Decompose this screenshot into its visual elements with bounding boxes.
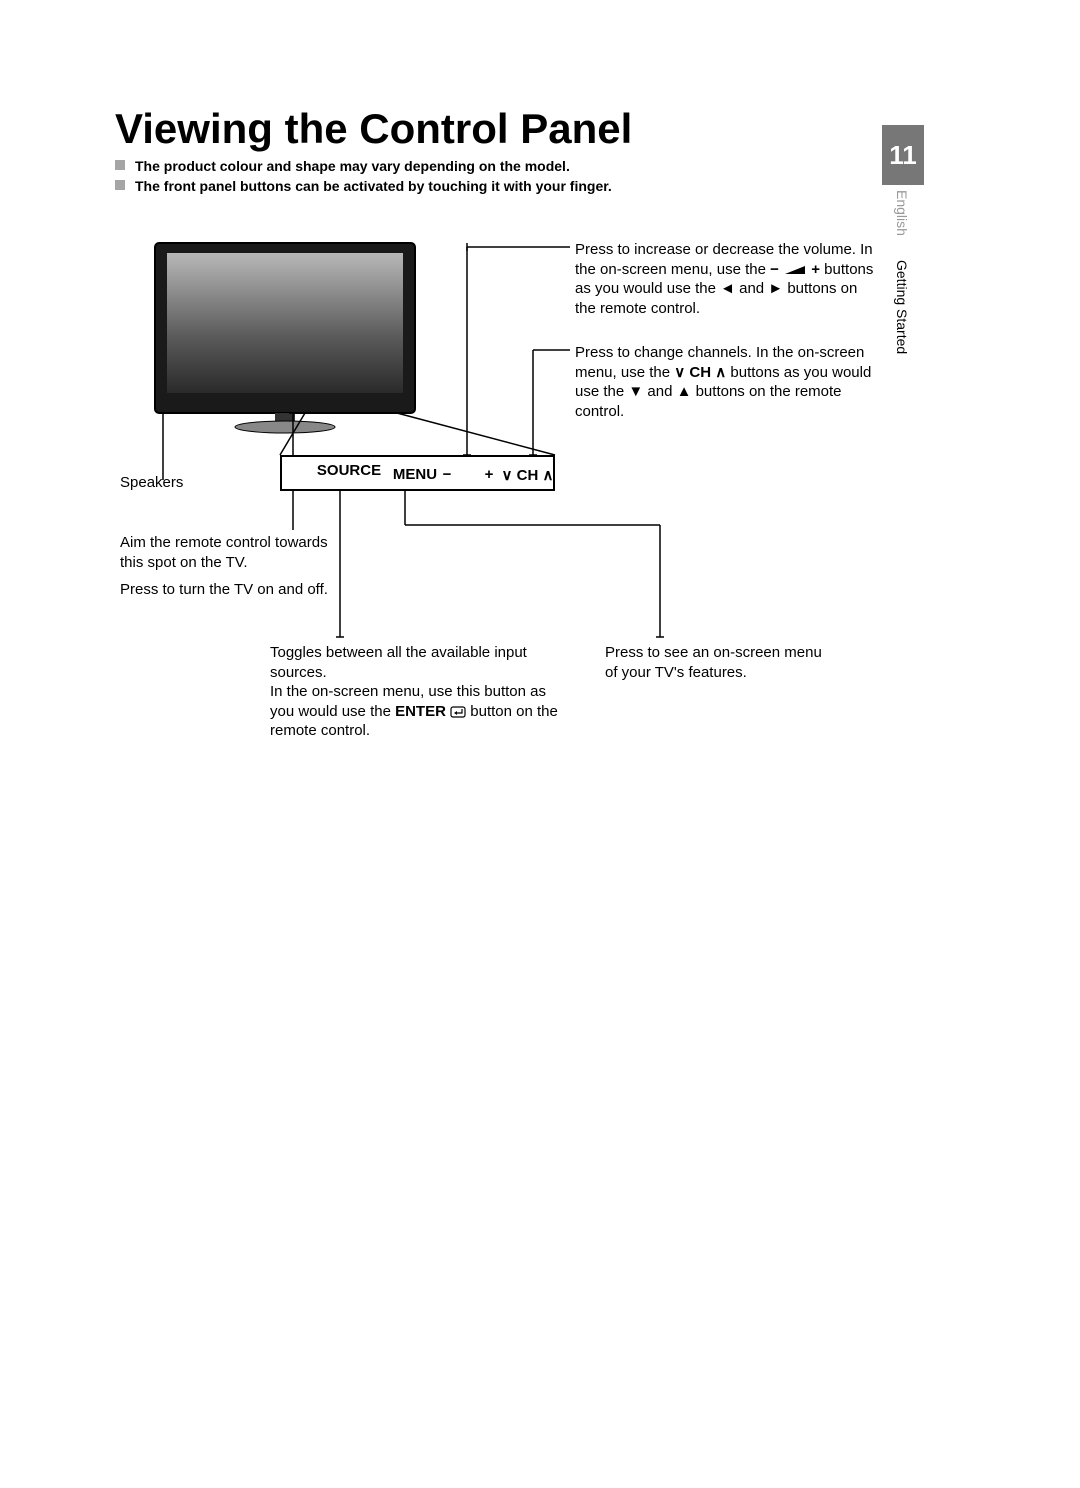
vol-plus-sym: + <box>811 261 820 278</box>
source-callout-1: Toggles between all the available input … <box>270 643 570 682</box>
vol-wedge-icon <box>783 265 807 275</box>
source-label: SOURCE <box>314 462 384 479</box>
bullet-icon <box>115 180 125 190</box>
vol-minus-sym: − <box>770 261 779 278</box>
bullet-1-text: The product colour and shape may vary de… <box>135 158 570 174</box>
ch-panel-label: ∨ CH ∧ <box>500 466 555 484</box>
source-callout: Toggles between all the available input … <box>270 643 570 741</box>
control-panel-diagram: SOURCE MENU − + ∨ CH ∧ Speakers Press to… <box>115 225 875 745</box>
bullet-icon <box>115 160 125 170</box>
ch-text: CH <box>517 467 539 484</box>
sensor-callout-2: Press to turn the TV on and off. <box>120 580 340 600</box>
menu-callout: Press to see an on-screen menu of your T… <box>605 643 825 682</box>
page-number-badge: 11 <box>882 125 924 185</box>
bullet-2-text: The front panel buttons can be activated… <box>135 178 612 194</box>
bullet-1: The product colour and shape may vary de… <box>115 158 570 174</box>
section-label: Getting Started <box>894 260 910 354</box>
menu-label: MENU <box>390 466 440 483</box>
control-panel-box: SOURCE MENU − + ∨ CH ∧ <box>280 455 555 491</box>
vol-plus-label: + <box>482 466 496 483</box>
enter-label: ENTER <box>395 703 446 720</box>
sensor-callout: Aim the remote control towards this spot… <box>120 533 340 600</box>
channel-callout: Press to change channels. In the on-scre… <box>575 343 875 421</box>
bullet-2: The front panel buttons can be activated… <box>115 178 612 194</box>
ch-bold: CH <box>689 364 711 381</box>
vol-minus-label: − <box>440 466 454 483</box>
sensor-callout-1: Aim the remote control towards this spot… <box>120 533 340 572</box>
volume-callout: Press to increase or decrease the volume… <box>575 240 875 318</box>
enter-icon <box>450 706 466 718</box>
speakers-callout: Speakers <box>120 473 183 493</box>
language-label: English <box>894 190 910 236</box>
page-title: Viewing the Control Panel <box>115 105 632 153</box>
